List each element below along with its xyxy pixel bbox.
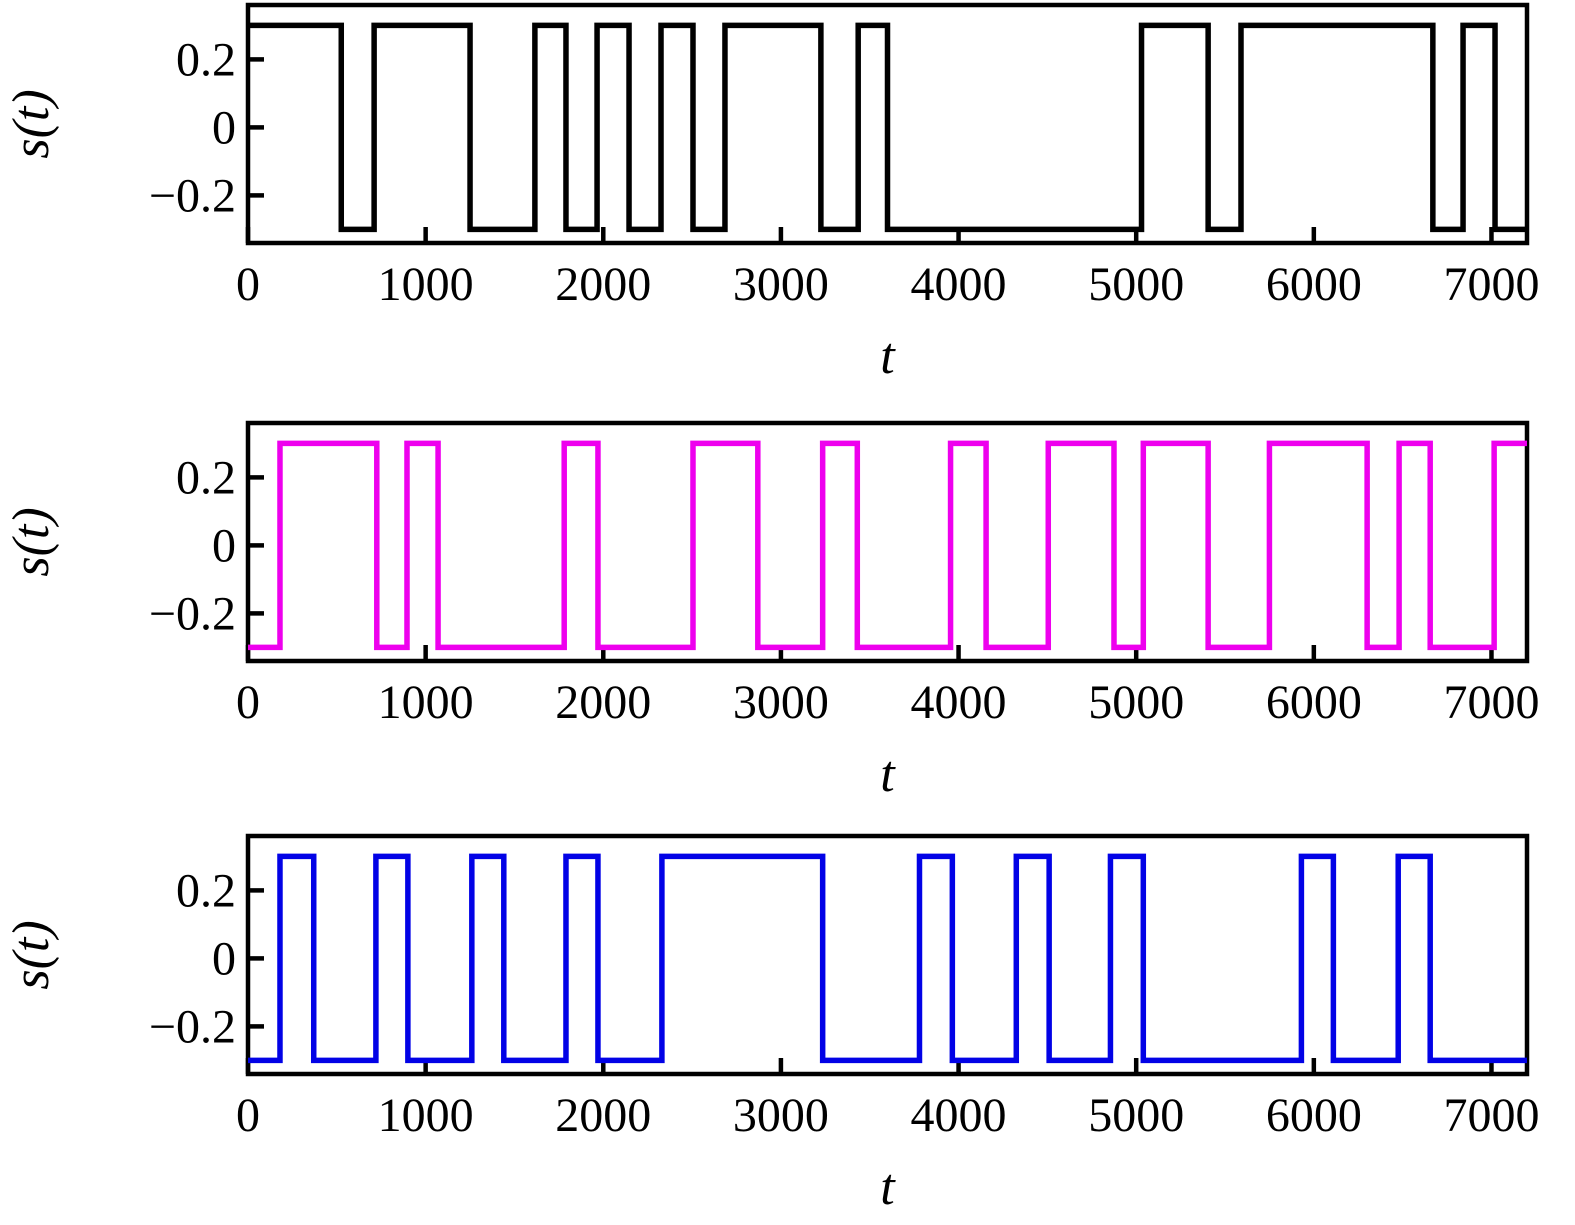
x-tick-label: 1000 bbox=[378, 676, 474, 729]
x-axis-label: t bbox=[880, 746, 896, 803]
x-tick-label: 4000 bbox=[911, 676, 1007, 729]
y-tick-label: 0 bbox=[212, 519, 236, 572]
x-tick-label: 1000 bbox=[378, 1089, 474, 1142]
panel-3-plot-box bbox=[245, 833, 1530, 1077]
y-tick-label: −0.2 bbox=[149, 1000, 236, 1053]
x-tick-label: 2000 bbox=[555, 676, 651, 729]
panel-3: 0 1000 2000 3000 4000 5000 6000 70000.20−0.2ts(… bbox=[3, 833, 1539, 1216]
telegraph-signal-magenta-path bbox=[248, 440, 1527, 651]
y-axis-label: s(t) bbox=[3, 89, 60, 158]
x-tick-label: 7000 bbox=[1443, 676, 1539, 729]
panel-2-plot-box bbox=[245, 420, 1530, 664]
x-tick-label: 4000 bbox=[911, 258, 1007, 311]
x-tick-label: 3000 bbox=[733, 258, 829, 311]
x-tick-label: 7000 bbox=[1443, 258, 1539, 311]
x-axis-label: t bbox=[880, 1159, 896, 1216]
x-tick-label: 4000 bbox=[911, 1089, 1007, 1142]
telegraph-signal-black-path bbox=[248, 22, 1527, 233]
telegraph-signal-blue-path bbox=[248, 853, 1527, 1064]
x-tick-label: 0 bbox=[236, 258, 260, 311]
x-tick-label: 3000 bbox=[733, 676, 829, 729]
y-tick-label: 0 bbox=[212, 101, 236, 154]
panel-1-plot-box bbox=[245, 2, 1530, 246]
y-axis-label: s(t) bbox=[3, 507, 60, 576]
y-tick-label: −0.2 bbox=[149, 587, 236, 640]
panel-2: 0 1000 2000 3000 4000 5000 6000 70000.20−0.2ts(… bbox=[3, 420, 1539, 803]
x-tick-label: 2000 bbox=[555, 258, 651, 311]
x-tick-label: 7000 bbox=[1443, 1089, 1539, 1142]
panel-1: 0 1000 2000 3000 4000 5000 6000 70000.20−0.2ts(… bbox=[3, 2, 1539, 385]
x-tick-label: 1000 bbox=[378, 258, 474, 311]
x-tick-label: 0 bbox=[236, 1089, 260, 1142]
x-tick-label: 6000 bbox=[1266, 676, 1362, 729]
x-tick-label: 0 bbox=[236, 676, 260, 729]
y-tick-label: 0.2 bbox=[176, 33, 236, 86]
x-tick-label: 3000 bbox=[733, 1089, 829, 1142]
x-axis-label: t bbox=[880, 328, 896, 385]
y-tick-label: 0 bbox=[212, 932, 236, 985]
y-tick-label: 0.2 bbox=[176, 864, 236, 917]
x-tick-label: 6000 bbox=[1266, 258, 1362, 311]
y-axis-label: s(t) bbox=[3, 920, 60, 989]
y-tick-label: −0.2 bbox=[149, 169, 236, 222]
x-tick-label: 6000 bbox=[1266, 1089, 1362, 1142]
x-tick-label: 2000 bbox=[555, 1089, 651, 1142]
y-tick-label: 0.2 bbox=[176, 451, 236, 504]
x-tick-label: 5000 bbox=[1088, 676, 1184, 729]
x-tick-label: 5000 bbox=[1088, 258, 1184, 311]
x-tick-label: 5000 bbox=[1088, 1089, 1184, 1142]
